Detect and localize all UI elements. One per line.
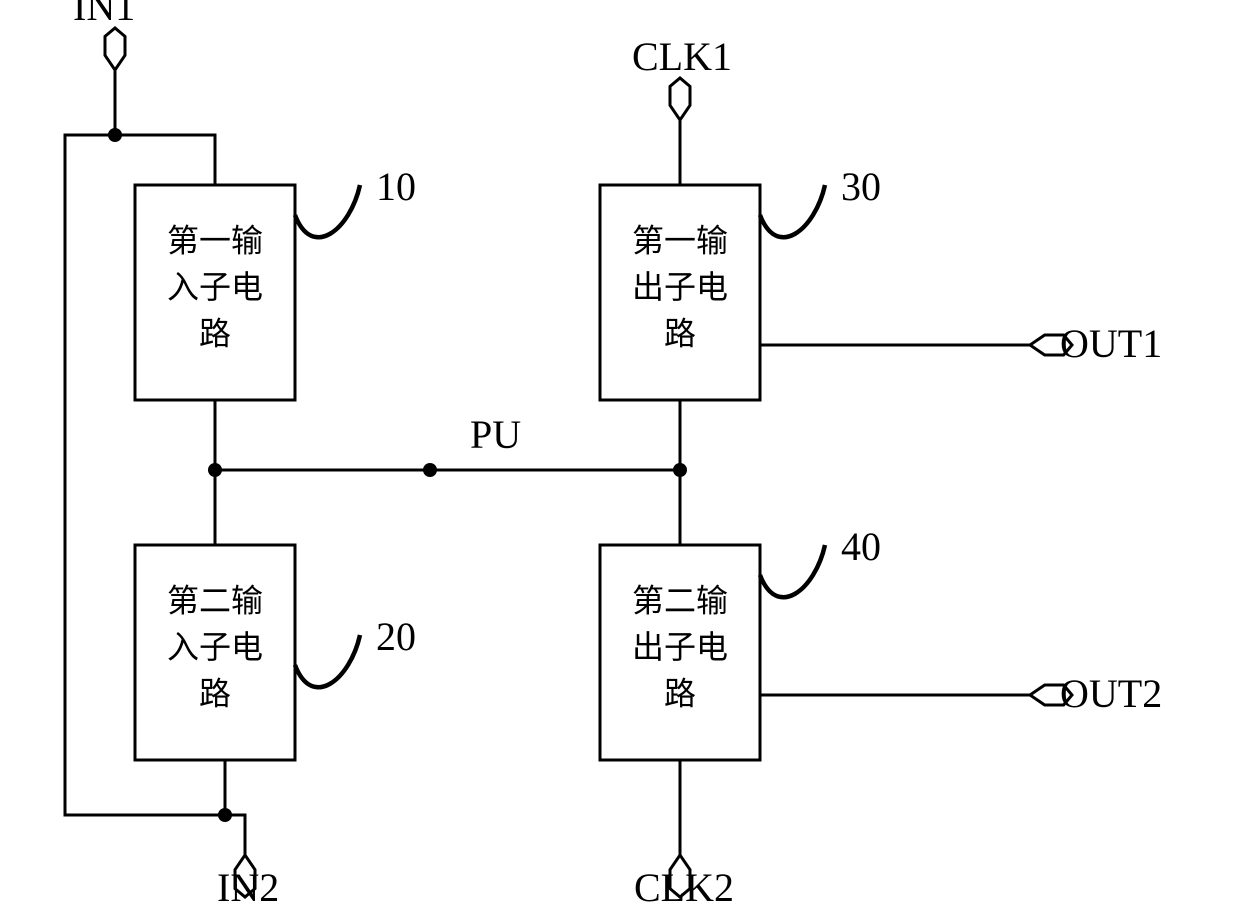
terminal-label-CLK2: CLK2 <box>634 865 734 910</box>
leader-40 <box>760 545 825 597</box>
block-10-text-line-2: 路 <box>199 316 231 352</box>
block-30-text-line-1: 出子电 <box>632 269 728 305</box>
terminal-IN1-pin-icon <box>105 28 125 70</box>
block-30: 第一输出子电路 30 <box>600 164 881 400</box>
block-10-text-line-1: 入子电 <box>167 269 263 305</box>
terminal-label-IN1: IN1 <box>73 0 135 29</box>
ref-label-20: 20 <box>376 614 416 659</box>
junction-2 <box>423 463 437 477</box>
ref-label-40: 40 <box>841 524 881 569</box>
block-10: 第一输入子电路 10 <box>135 164 416 400</box>
leader-10 <box>295 185 360 237</box>
block-30-text-line-0: 第一输 <box>632 223 728 259</box>
terminal-CLK1-pin-icon <box>670 78 690 120</box>
circuit-diagram: 第一输入子电路10第二输入子电路20第一输出子电路30第二输出子电路40 PUI… <box>0 0 1240 911</box>
junction-4 <box>218 808 232 822</box>
block-20-text-line-1: 入子电 <box>167 629 263 665</box>
terminal-label-IN2: IN2 <box>217 865 279 910</box>
block-20-text-line-0: 第二输 <box>167 583 263 619</box>
wire-b10-bot-to-pu <box>215 400 680 470</box>
block-20-text-line-2: 路 <box>199 676 231 712</box>
terminal-label-OUT1: OUT1 <box>1060 321 1162 366</box>
leader-30 <box>760 185 825 237</box>
leader-20 <box>295 635 360 687</box>
junction-1 <box>208 463 222 477</box>
block-40-text-line-2: 路 <box>664 676 696 712</box>
junction-3 <box>673 463 687 477</box>
terminal-IN1 <box>105 28 125 70</box>
node-label-pu: PU <box>470 412 521 457</box>
terminal-label-OUT2: OUT2 <box>1060 671 1162 716</box>
block-10-text-line-0: 第一输 <box>167 223 263 259</box>
block-40-text-line-1: 出子电 <box>632 629 728 665</box>
block-40: 第二输出子电路 40 <box>600 524 881 760</box>
ref-label-30: 30 <box>841 164 881 209</box>
block-20: 第二输入子电路 20 <box>135 545 416 760</box>
terminal-CLK1 <box>670 78 690 120</box>
wire-in1-to-b10-top <box>115 70 215 185</box>
junction-0 <box>108 128 122 142</box>
ref-label-10: 10 <box>376 164 416 209</box>
block-30-text-line-2: 路 <box>664 316 696 352</box>
terminal-label-CLK1: CLK1 <box>632 34 732 79</box>
block-40-text-line-0: 第二输 <box>632 583 728 619</box>
